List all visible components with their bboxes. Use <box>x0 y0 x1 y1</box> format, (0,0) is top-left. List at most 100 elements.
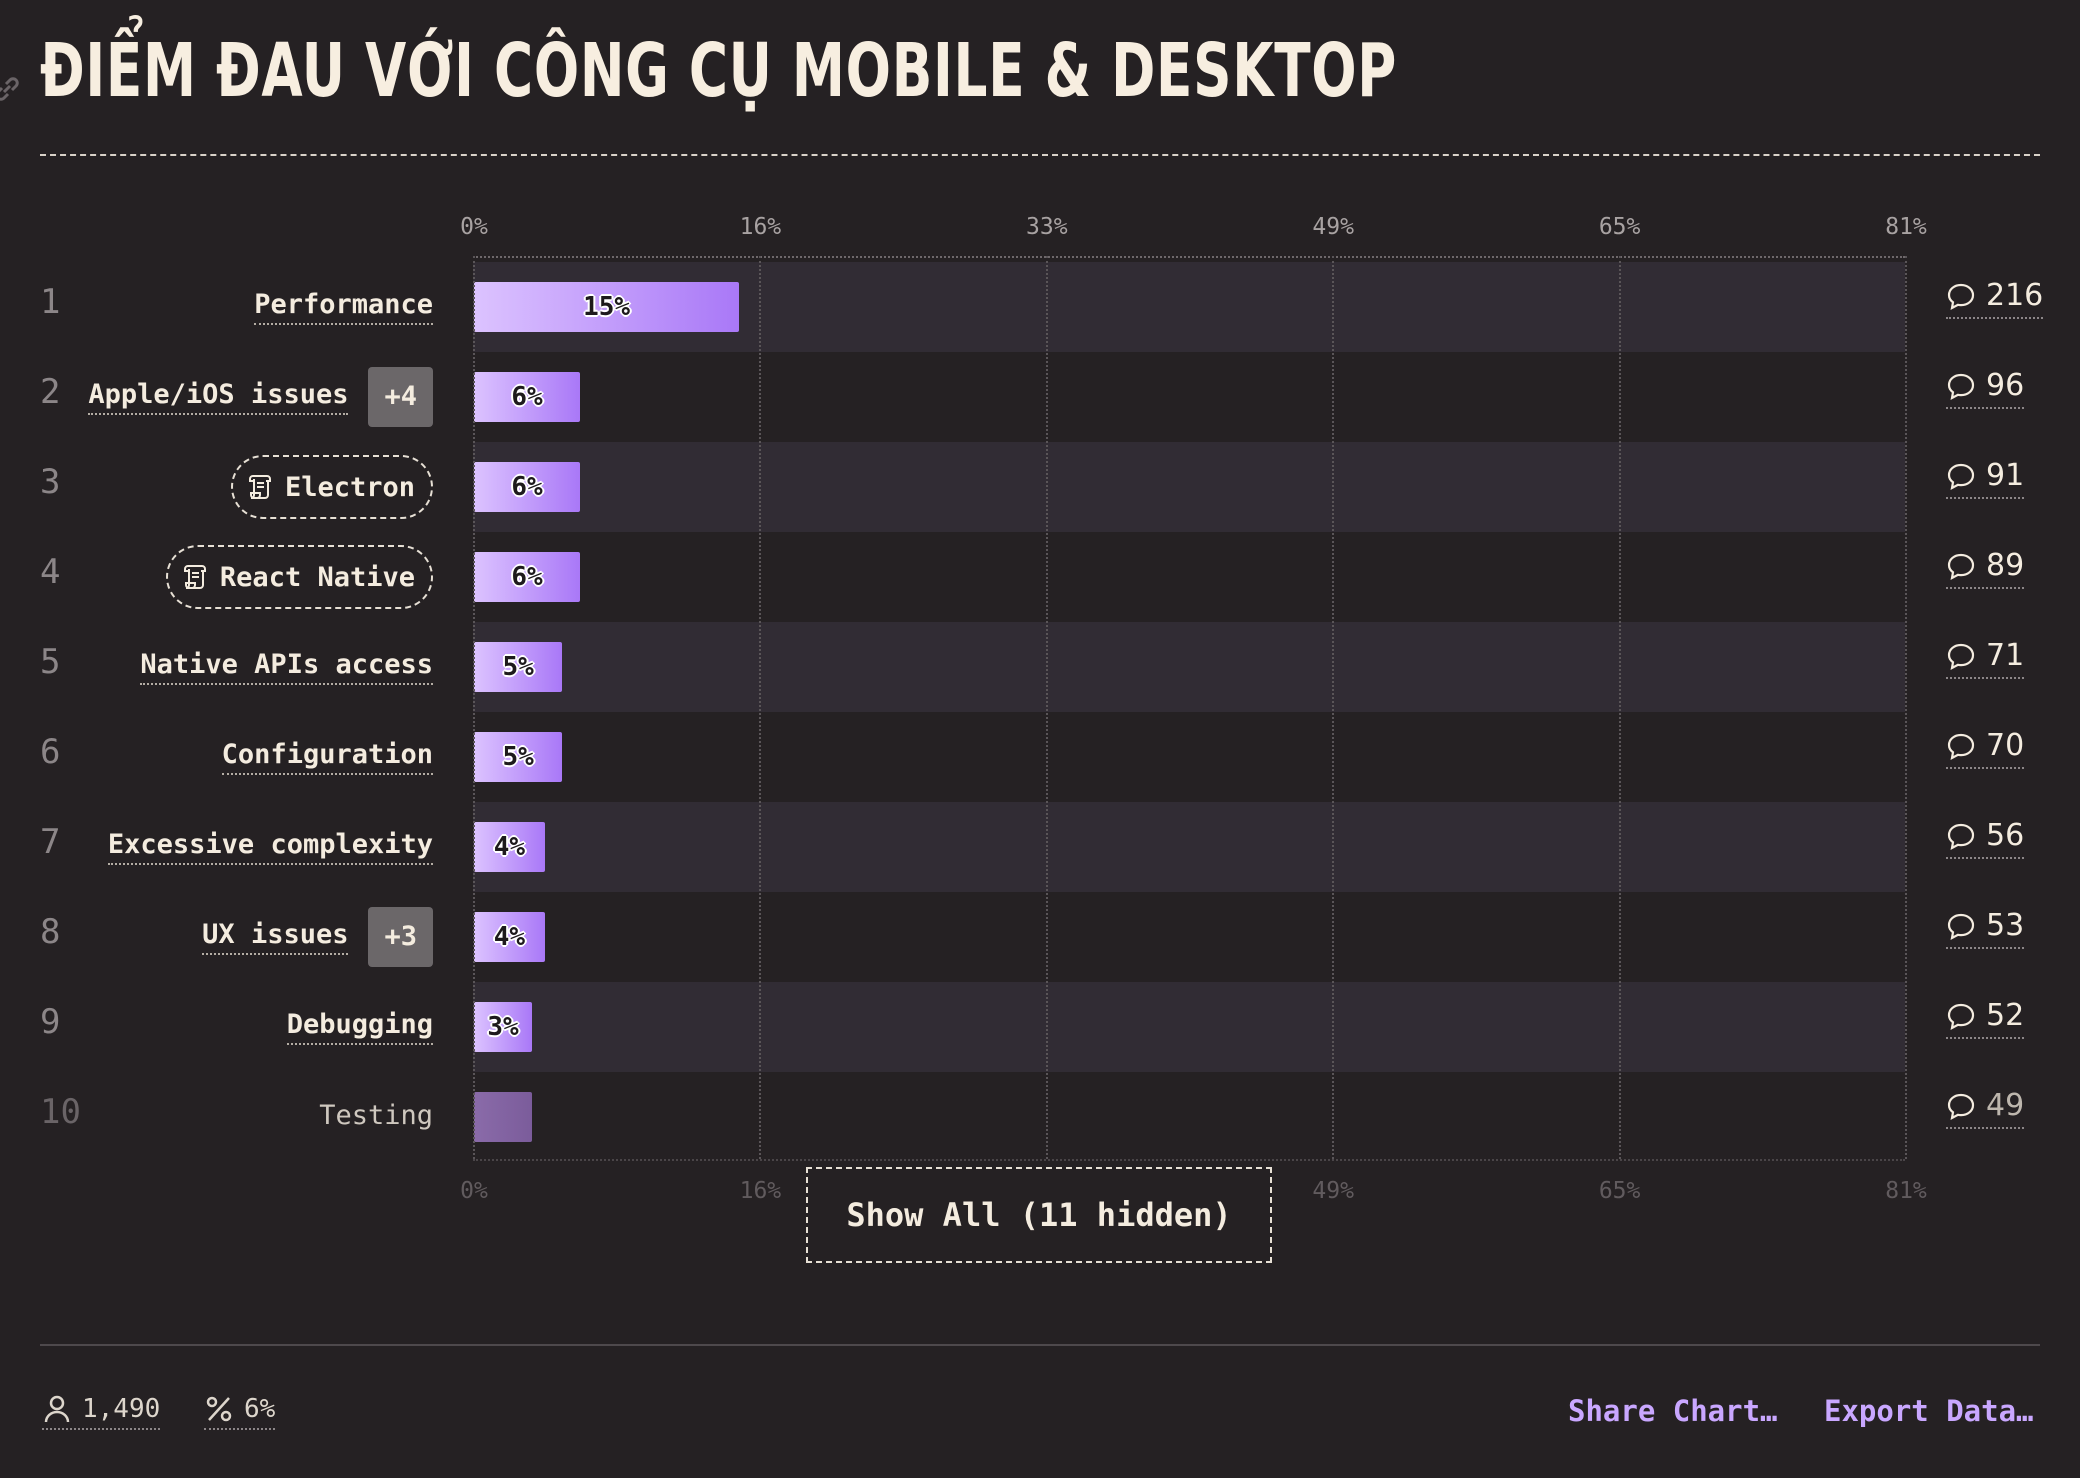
scroll-icon <box>248 475 271 499</box>
grid-line <box>759 256 762 1159</box>
category-label-group: Native APIs access <box>140 622 433 712</box>
comment-icon <box>1947 733 1975 760</box>
more-badge[interactable]: +4 <box>368 367 433 427</box>
bar[interactable]: 6% <box>474 552 581 602</box>
grid-line <box>1905 256 1907 1159</box>
rank-number: 1 <box>40 282 61 322</box>
bar[interactable] <box>474 1092 532 1142</box>
bar-value-label: 4% <box>493 832 525 862</box>
category-label[interactable]: Performance <box>254 289 433 325</box>
rank-number: 9 <box>40 1002 61 1042</box>
category-label[interactable]: Excessive complexity <box>107 829 433 865</box>
row-stripe <box>473 442 1905 532</box>
x-axis-line-bottom <box>473 1159 1905 1161</box>
chart-row: 10 Testing 49 <box>0 1072 2080 1162</box>
grid-line <box>1618 256 1621 1159</box>
chart-title: ĐIỂM ĐAU VỚI CÔNG CỤ MOBILE & DESKTOP <box>40 28 1398 114</box>
chart-row: 9 Debugging 3% 52 <box>0 982 2080 1072</box>
rank-number: 5 <box>40 642 61 682</box>
rank-number: 10 <box>40 1092 81 1132</box>
comment-icon <box>1947 553 1975 580</box>
comment-icon <box>1947 373 1975 400</box>
bar[interactable]: 15% <box>474 282 740 332</box>
tool-pill[interactable]: Electron <box>230 455 433 519</box>
comment-count[interactable]: 91 <box>1946 458 2025 499</box>
x-axis-tick-label-bottom: 81% <box>1885 1178 1927 1204</box>
comment-icon <box>1947 1003 1975 1030</box>
x-axis-tick-label-bottom: 65% <box>1598 1178 1641 1204</box>
rank-number: 3 <box>40 462 61 502</box>
grid-line <box>1045 256 1048 1159</box>
comment-count[interactable]: 53 <box>1946 908 2025 949</box>
category-label-group: Debugging <box>286 982 433 1072</box>
row-stripe <box>473 982 1905 1072</box>
person-icon <box>44 1395 70 1423</box>
category-label-group: Testing <box>319 1072 433 1162</box>
export-data-link[interactable]: Export Data… <box>1824 1394 2034 1428</box>
comment-icon <box>1947 283 1975 310</box>
x-axis-tick-label: 16% <box>739 214 782 240</box>
bar[interactable]: 5% <box>474 642 563 692</box>
category-label[interactable]: Debugging <box>286 1009 433 1045</box>
comment-count[interactable]: 49 <box>1946 1088 2025 1129</box>
x-axis-tick-label: 81% <box>1885 214 1927 240</box>
more-badge[interactable]: +3 <box>368 907 433 967</box>
respondents-count: 1,490 <box>82 1394 161 1424</box>
category-label[interactable]: Configuration <box>221 739 433 775</box>
comment-count[interactable]: 96 <box>1946 368 2025 409</box>
category-label[interactable]: Apple/iOS issues <box>88 379 349 415</box>
show-all-button[interactable]: Show All (11 hidden) <box>806 1167 1272 1263</box>
comment-count-value: 53 <box>1986 908 2025 943</box>
x-axis-tick-label-bottom: 16% <box>739 1178 782 1204</box>
bar[interactable]: 6% <box>474 372 581 422</box>
chart-row: 7 Excessive complexity 4% 56 <box>0 802 2080 892</box>
bar-value-label: 15% <box>583 292 631 322</box>
comment-count-value: 91 <box>1986 458 2025 493</box>
respondents-stat[interactable]: 1,490 <box>42 1394 161 1430</box>
comment-count-value: 71 <box>1986 638 2025 673</box>
bar-value-label: 4% <box>493 922 525 952</box>
tool-pill[interactable]: React Native <box>165 545 433 609</box>
comment-icon <box>1947 823 1975 850</box>
category-label-group: Electron <box>230 442 433 532</box>
bar[interactable]: 6% <box>474 462 581 512</box>
comment-icon <box>1947 913 1975 940</box>
grid-line <box>473 256 475 1159</box>
bar[interactable]: 4% <box>474 822 545 872</box>
bar-value-label: 6% <box>511 472 543 502</box>
link-icon[interactable] <box>0 74 22 104</box>
bar-value-label: 5% <box>502 742 534 772</box>
rank-number: 2 <box>40 372 61 412</box>
comment-count-value: 96 <box>1986 368 2025 403</box>
chart-row: 2 Apple/iOS issues +4 6% 96 <box>0 352 2080 442</box>
comment-count[interactable]: 216 <box>1946 278 2044 319</box>
category-label: Electron <box>284 471 415 503</box>
rank-number: 4 <box>40 552 61 592</box>
comment-count[interactable]: 71 <box>1946 638 2025 679</box>
category-label: React Native <box>219 561 415 593</box>
x-axis-tick-label: 0% <box>460 214 488 240</box>
share-chart-link[interactable]: Share Chart… <box>1568 1394 1778 1428</box>
comment-count[interactable]: 56 <box>1946 818 2025 859</box>
comment-count[interactable]: 89 <box>1946 548 2025 589</box>
percent-value: 6% <box>244 1394 276 1424</box>
percent-stat[interactable]: 6% <box>204 1394 276 1430</box>
title-divider <box>40 154 2040 156</box>
chart-row: 1 Performance 15% 216 <box>0 262 2080 352</box>
x-axis-line-top <box>473 256 1905 258</box>
category-label[interactable]: UX issues <box>202 919 349 955</box>
comment-count[interactable]: 70 <box>1946 728 2025 769</box>
category-label[interactable]: Native APIs access <box>140 649 433 685</box>
chart-row: 8 UX issues +3 4% 53 <box>0 892 2080 982</box>
bar[interactable]: 5% <box>474 732 563 782</box>
comment-count[interactable]: 52 <box>1946 998 2025 1039</box>
bar-value-label: 6% <box>511 382 543 412</box>
bar[interactable]: 4% <box>474 912 545 962</box>
bar[interactable]: 3% <box>474 1002 532 1052</box>
category-label[interactable]: Testing <box>319 1100 433 1131</box>
x-axis-tick-label: 33% <box>1026 214 1068 240</box>
category-label-group: Configuration <box>221 712 433 802</box>
x-axis-tick-label-bottom: 0% <box>460 1178 488 1204</box>
row-stripe <box>473 802 1905 892</box>
comment-icon <box>1947 643 1975 670</box>
